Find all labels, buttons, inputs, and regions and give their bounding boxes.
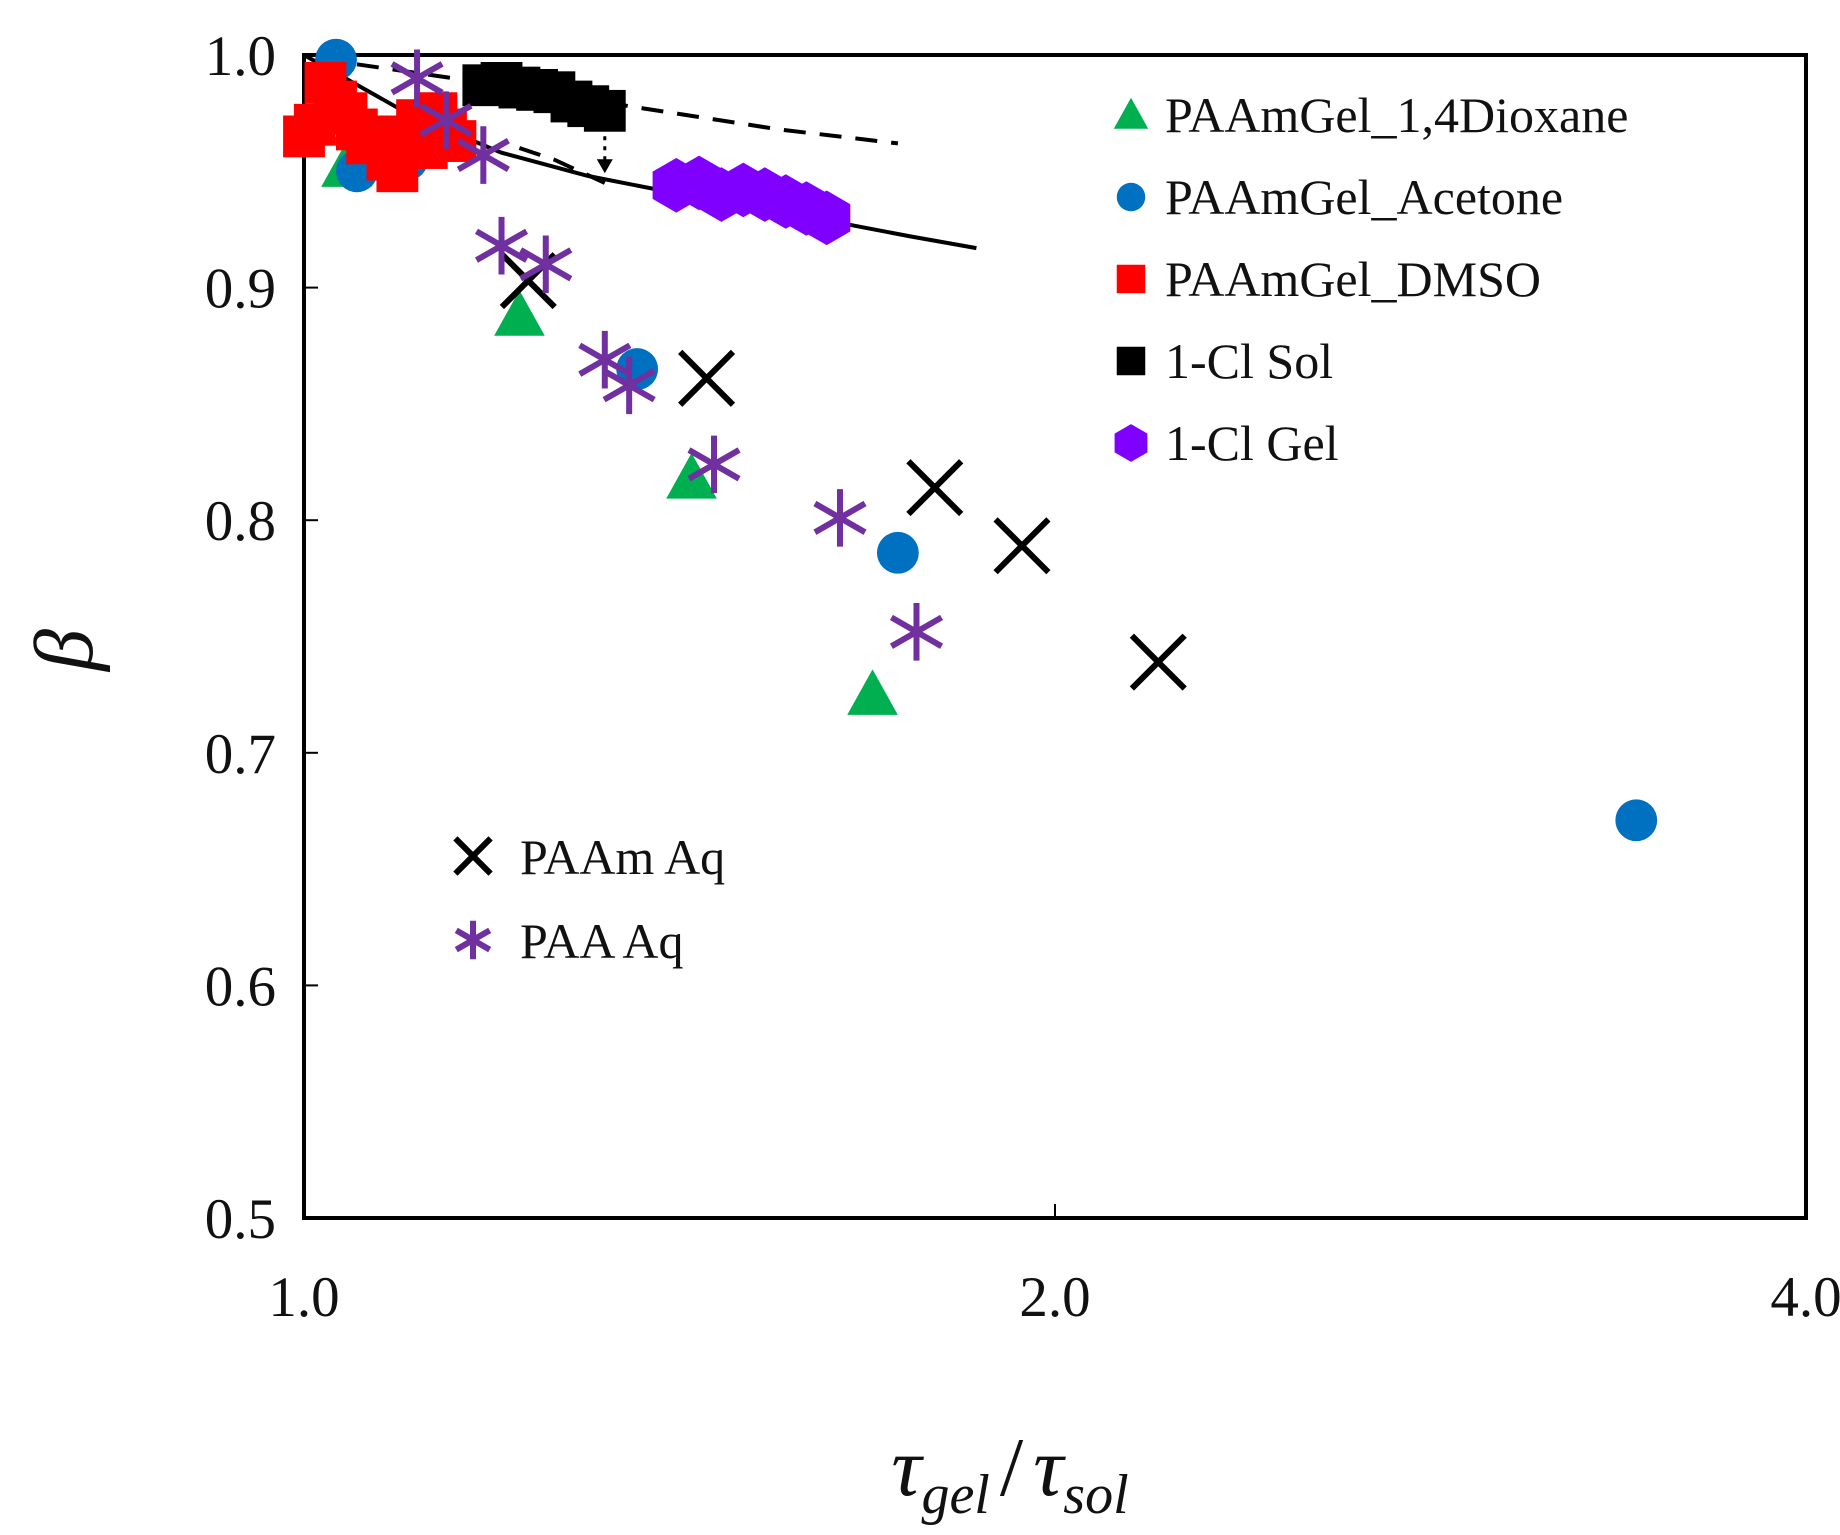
data-point: [678, 349, 736, 407]
data-point: [494, 290, 545, 336]
data-point: [474, 216, 529, 275]
data-point: [602, 356, 656, 415]
legend-marker: [1114, 424, 1148, 462]
y-tick-label: 1.0: [205, 25, 276, 88]
x-axis-label: τgel / τsol: [891, 1421, 1128, 1526]
x-label-slash: /: [1000, 1421, 1024, 1514]
legend-bottom-left: PAAm Aq PAA Aq: [453, 829, 725, 969]
plot-frame: [302, 53, 1808, 1220]
y-axis-label: β: [18, 629, 111, 673]
y-tick-label: 0.9: [205, 258, 276, 321]
legend-label: PAAmGel_1,4Dioxane: [1165, 87, 1628, 143]
series-5: [499, 252, 1187, 691]
x-label-tau-sol: τ: [1033, 1421, 1066, 1514]
series-6: [390, 49, 944, 661]
x-label-sub-gel: gel: [921, 1464, 989, 1526]
legend-marker: [1116, 264, 1146, 294]
line-dashed-lower: [518, 146, 606, 185]
y-tick-label: 0.6: [205, 955, 276, 1018]
data-point: [1615, 799, 1658, 842]
x-label-sub-sol: sol: [1063, 1464, 1128, 1526]
legend-label: 1-Cl Sol: [1165, 333, 1333, 389]
data-point: [456, 126, 510, 184]
data-point: [889, 603, 944, 661]
data-point: [687, 435, 741, 494]
data-point: [583, 89, 626, 132]
series-3: [462, 62, 626, 132]
series-2: [283, 62, 477, 193]
legend-label: PAAm Aq: [520, 829, 725, 885]
legend-label: PAAmGel_Acetone: [1165, 169, 1563, 225]
x-tick-label: 2.0: [1019, 1266, 1090, 1329]
legend-marker: [454, 920, 492, 960]
data-point: [1129, 633, 1187, 691]
legend-top-right: PAAmGel_1,4Dioxane PAAmGel_Acetone PAAmGel…: [1113, 87, 1628, 471]
data-point: [876, 531, 919, 574]
data-point: [390, 49, 444, 108]
legend-marker: [1116, 346, 1146, 376]
legend-label: PAAmGel_DMSO: [1165, 251, 1541, 307]
legend-marker: [453, 836, 493, 876]
y-tick-label: 0.7: [205, 723, 276, 786]
data-point: [803, 190, 851, 246]
y-tick-label: 0.8: [205, 490, 276, 553]
x-tick-label: 4.0: [1770, 1266, 1840, 1329]
legend-label: 1-Cl Gel: [1165, 415, 1339, 471]
data-point: [419, 91, 473, 149]
arrow-head: [596, 159, 613, 174]
axis-ticks: 0.5 0.6 0.7 0.8 0.9 1.0 1.0 2.0 4.0: [205, 25, 1840, 1329]
data-points: [283, 38, 1658, 842]
x-tick-label: 1.0: [268, 1266, 339, 1329]
data-point: [847, 669, 898, 715]
legend-marker: [1116, 182, 1146, 212]
data-point: [519, 235, 573, 294]
y-tick-label: 0.5: [205, 1188, 276, 1251]
data-point: [906, 459, 964, 517]
legend-label: PAA Aq: [520, 913, 684, 969]
data-point: [993, 517, 1051, 575]
legend-marker: [1113, 97, 1149, 129]
data-point: [578, 330, 632, 389]
data-point: [813, 489, 867, 547]
plot-area: [302, 53, 1808, 1220]
series-4: [652, 155, 851, 246]
x-label-tau-gel: τ: [891, 1421, 924, 1514]
